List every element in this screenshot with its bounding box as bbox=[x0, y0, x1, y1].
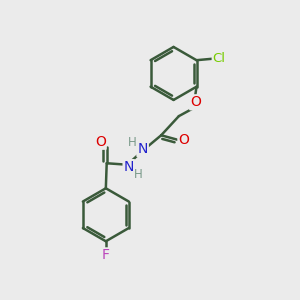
Text: O: O bbox=[95, 135, 106, 149]
Text: Cl: Cl bbox=[213, 52, 226, 64]
Text: H: H bbox=[128, 136, 137, 149]
Text: H: H bbox=[134, 168, 143, 181]
Text: O: O bbox=[178, 133, 189, 147]
Text: O: O bbox=[190, 95, 201, 109]
Text: F: F bbox=[102, 248, 110, 262]
Text: N: N bbox=[124, 160, 134, 174]
Text: N: N bbox=[137, 142, 148, 156]
